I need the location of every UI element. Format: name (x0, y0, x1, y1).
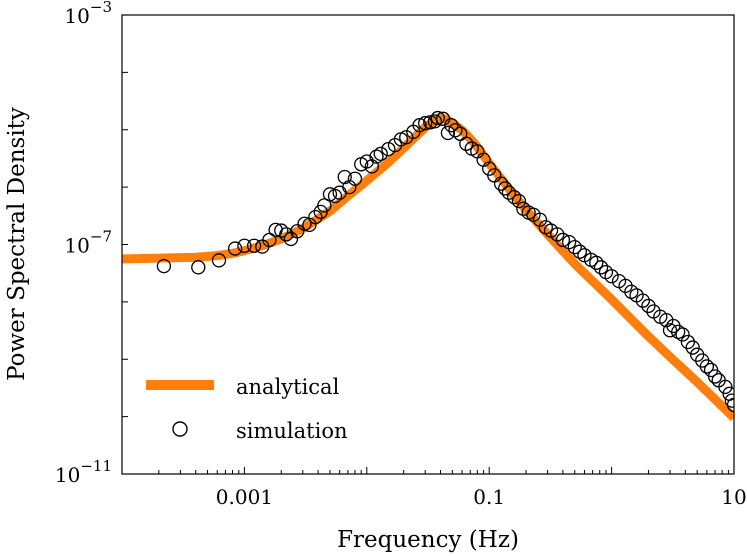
simulation-point (308, 209, 323, 225)
legend: analytical simulation (146, 375, 348, 443)
simulation-point (589, 255, 604, 270)
simulation-point (562, 234, 577, 250)
simulation-point (418, 116, 433, 131)
simulation-point (459, 136, 474, 151)
simulation-point (191, 260, 206, 275)
simulation-point (567, 239, 582, 255)
x-tick-label: 0.001 (216, 485, 273, 509)
simulation-point (211, 253, 227, 268)
simulation-point (550, 227, 565, 242)
simulation-point (497, 181, 513, 196)
simulation-point (699, 359, 714, 374)
simulation-point (501, 185, 517, 200)
simulation-point (662, 323, 678, 338)
simulation-point (347, 171, 363, 186)
simulation-point (156, 258, 172, 274)
simulation-point (274, 223, 289, 238)
simulation-point (423, 115, 438, 130)
simulation-point (511, 193, 527, 209)
simulation-point (641, 298, 656, 314)
simulation-point (399, 130, 414, 145)
simulation-point (246, 238, 262, 253)
simulation-point (555, 232, 571, 248)
simulation-point (430, 110, 445, 126)
simulation-point (412, 118, 427, 133)
simulation-point (707, 369, 723, 384)
y-axis-label: Power Spectral Density (4, 107, 30, 381)
simulation-point (685, 340, 700, 355)
simulation-point (359, 154, 374, 169)
legend-marker-simulation (172, 421, 188, 437)
simulation-point (635, 293, 650, 308)
simulation-point (262, 232, 277, 248)
simulation-point (369, 149, 384, 164)
simulation-point (604, 269, 619, 284)
legend-swatch-analytical (146, 380, 214, 390)
legend-label-analytical: analytical (236, 375, 340, 399)
y-tick-label: 10−3 (64, 0, 112, 28)
y-tick-label: 10−7 (64, 228, 112, 258)
simulation-point (317, 198, 332, 213)
simulation-point (373, 146, 388, 162)
simulation-point (718, 379, 733, 395)
simulation-point (593, 260, 609, 275)
ticks-layer: 0.001 0.1 10 10−11 10−7 10−3 (55, 0, 747, 509)
simulation-point (448, 123, 463, 138)
simulation-point (444, 118, 459, 133)
x-axis-label: Frequency (Hz) (337, 527, 519, 553)
simulation-point (327, 188, 343, 204)
simulation-point (297, 216, 312, 231)
simulation-point (572, 244, 587, 259)
simulation-point (427, 114, 443, 129)
x-tick-label: 10 (721, 485, 746, 509)
legend-label-simulation: simulation (236, 419, 348, 443)
x-tick-label: 0.1 (473, 485, 505, 509)
simulation-point (507, 189, 522, 205)
simulation-point (279, 227, 294, 242)
simulation-point (237, 238, 252, 253)
simulation-point (680, 334, 696, 350)
simulation-point (227, 241, 243, 256)
series-layer (122, 110, 734, 422)
y-tick-label: 10−11 (55, 457, 112, 487)
simulation-point (724, 393, 734, 408)
simulation-point (726, 397, 734, 413)
simulation-point (290, 224, 305, 239)
simulation-point (493, 176, 509, 191)
simulation-point (364, 159, 380, 174)
simulation-point (675, 327, 690, 342)
